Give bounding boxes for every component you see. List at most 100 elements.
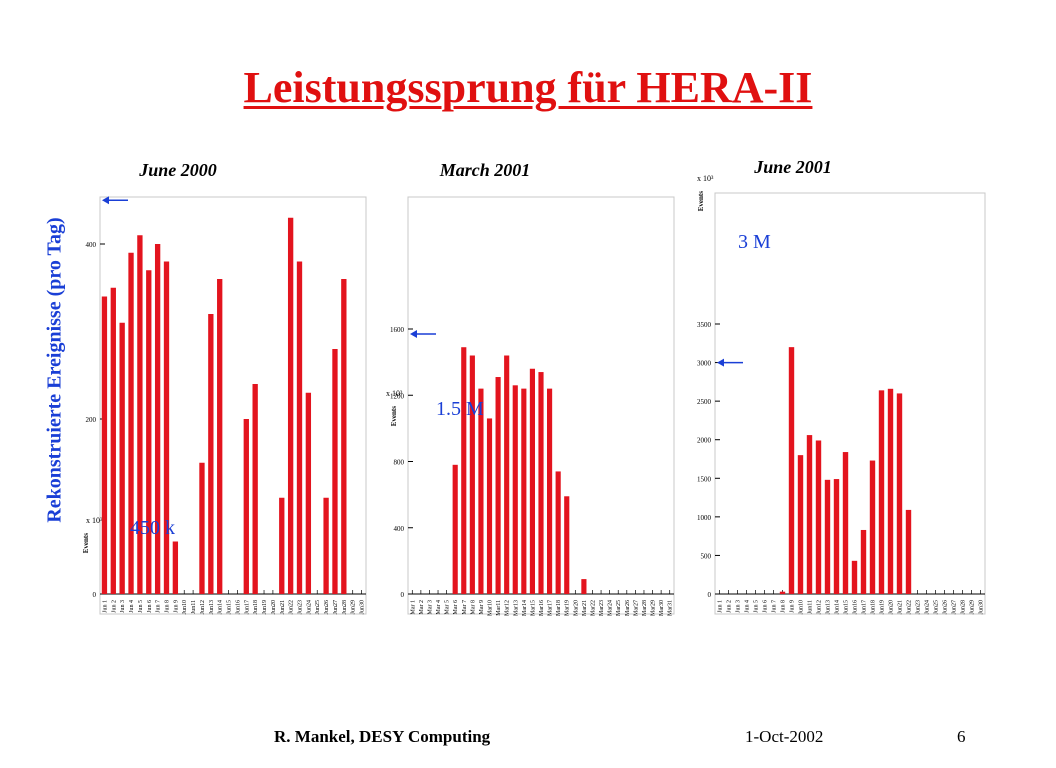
bar	[555, 471, 561, 594]
y-tick-label: 200	[86, 416, 97, 424]
x-tick-label: Jun18	[253, 600, 259, 614]
bar	[486, 418, 493, 594]
bar	[495, 377, 501, 594]
y-axis-label: Events	[390, 406, 398, 427]
x-tick-label: Jun19	[262, 600, 268, 614]
x-tick-label: Jun22	[289, 600, 295, 614]
x-tick-label: Mar 5	[445, 600, 451, 615]
peak-annotation: 1.5 M	[436, 398, 484, 420]
x-tick-label: Mar26	[625, 600, 631, 616]
x-tick-label: Jun25	[934, 600, 940, 614]
footer-author: R. Mankel, DESY Computing	[274, 727, 491, 746]
x-tick-label: Jun 1	[102, 600, 108, 613]
y-tick-label: 2500	[697, 398, 712, 406]
x-tick-label: Jun25	[315, 600, 321, 614]
x-tick-label: Jun 5	[754, 600, 760, 613]
slide-title: Leistungssprung für HERA-II	[243, 63, 813, 112]
x-tick-label: Jun19	[880, 600, 886, 614]
x-tick-label: Jun28	[961, 600, 967, 614]
x-tick-label: Jun 1	[718, 600, 724, 613]
x-tick-label: Mar12	[505, 600, 511, 616]
bar	[860, 529, 867, 594]
x-tick-label: Jun29	[970, 600, 976, 614]
x-tick-label: Jun10	[799, 600, 805, 614]
x-tick-label: Mar28	[642, 600, 648, 616]
x-tick-label: Mar18	[556, 600, 562, 616]
x-tick-label: Mar13	[513, 600, 519, 616]
bar	[547, 388, 553, 594]
x-tick-label: Jun 8	[781, 600, 787, 613]
x-tick-label: Mar24	[608, 600, 614, 616]
x-tick-label: Jun16	[853, 600, 859, 614]
x-tick-label: Mar 6	[453, 600, 459, 615]
bar	[128, 252, 134, 594]
bar	[469, 355, 475, 594]
bar	[905, 509, 912, 594]
bar	[581, 579, 587, 594]
bar	[163, 261, 170, 594]
bar	[323, 497, 329, 594]
bar	[521, 388, 527, 594]
chart-title: June 2000	[138, 160, 217, 180]
x-tick-label: Jun10	[182, 600, 188, 614]
bar	[287, 217, 294, 594]
y-tick-label: 1200	[390, 392, 405, 400]
x-tick-label: Mar25	[616, 600, 622, 616]
bar	[538, 372, 544, 594]
x-tick-label: Jun30	[360, 600, 366, 614]
x-tick-label: Mar27	[633, 600, 639, 616]
x-tick-label: Jun23	[916, 600, 922, 614]
page-number: 6	[957, 727, 966, 746]
bar	[110, 287, 116, 594]
x-tick-label: Jun16	[235, 600, 241, 614]
x-tick-label: Jun20	[271, 600, 277, 614]
bar	[208, 314, 214, 594]
x-tick-label: Jun 7	[772, 600, 778, 613]
x-tick-label: Mar 3	[427, 600, 433, 615]
x-tick-label: Mar 7	[462, 600, 468, 615]
bar	[797, 455, 804, 594]
x-tick-label: Jun29	[351, 600, 357, 614]
annotation-arrow-head	[102, 196, 109, 205]
x-tick-label: Jun11	[808, 600, 814, 614]
footer-date: 1-Oct-2002	[745, 727, 824, 746]
y-tick-label: 0	[93, 591, 97, 599]
x-tick-label: Jun21	[280, 600, 286, 614]
x-tick-label: Jun20	[889, 600, 895, 614]
bar	[101, 296, 108, 594]
x-tick-label: Mar16	[539, 600, 545, 616]
x-tick-label: Mar20	[573, 600, 579, 616]
x-tick-label: Jun14	[835, 600, 841, 614]
x-tick-label: Jun14	[218, 600, 224, 614]
bar	[887, 388, 894, 594]
x-tick-label: Mar31	[668, 600, 674, 616]
x-tick-label: Mar11	[496, 600, 502, 616]
annotation-arrow-head	[410, 329, 417, 338]
bar	[504, 355, 510, 594]
bar	[172, 541, 179, 594]
y-tick-label: 3500	[697, 321, 712, 329]
bar	[146, 270, 152, 594]
peak-annotation: 3 M	[738, 231, 771, 253]
x-tick-label: Jun28	[342, 600, 348, 614]
x-tick-label: Mar21	[582, 600, 588, 616]
bar	[119, 322, 125, 594]
x-tick-label: Mar 8	[470, 600, 476, 615]
y-tick-label: 1000	[697, 514, 712, 522]
x-tick-label: Jun 5	[138, 600, 144, 613]
bar	[461, 347, 467, 594]
chart-frame-1	[99, 196, 367, 615]
x-tick-label: Jun30	[979, 600, 985, 614]
x-tick-label: Jun15	[227, 600, 233, 614]
bar	[305, 392, 312, 594]
x-tick-label: Mar15	[530, 600, 536, 616]
y-axis-label: Events	[82, 533, 90, 554]
x-tick-label: Mar29	[651, 600, 657, 616]
x-tick-label: Mar14	[522, 600, 528, 616]
annotation-arrow-head	[717, 358, 724, 367]
bar	[243, 419, 249, 594]
bar	[478, 388, 484, 594]
bar	[217, 279, 223, 594]
y-tick-label: 0	[401, 591, 405, 599]
